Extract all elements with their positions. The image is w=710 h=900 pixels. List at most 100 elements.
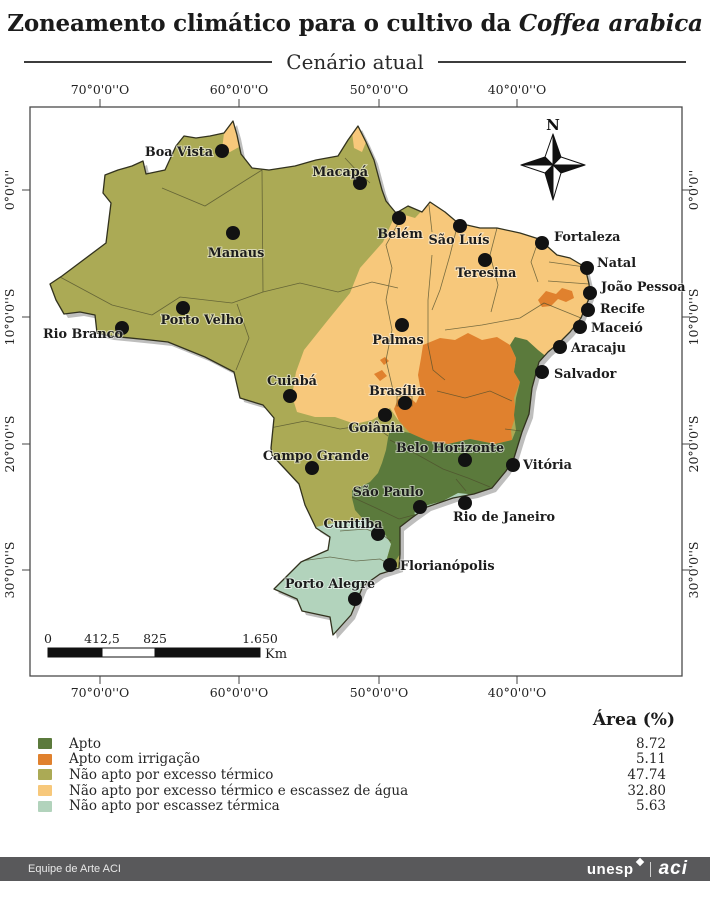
city-dot-rio-de-janeiro [458,496,472,510]
scale-tick-label: 412,5 [84,631,120,646]
city-label-rio-de-janeiro: Rio de Janeiro [453,510,555,525]
axis-label-left: 0°0'0'' [2,170,17,210]
axis-label-left: 20°0'0''S [2,416,17,473]
city-label-palmas: Palmas [372,333,423,348]
city-dot-brasilia [398,396,412,410]
axis-label-bottom: 50°0'0''O [350,685,409,700]
scale-bar: 0 412,5 825 1.650 Km [44,631,287,662]
scale-tick-label: 1.650 [242,631,278,646]
subtitle-rule-right [437,61,686,63]
city-label-maceio: Maceió [591,321,643,336]
axis-left: 0°0'0'' 10°0'0''S 20°0'0''S 30°0'0''S [2,170,30,598]
legend-label: Não apto por escassez térmica [69,798,280,815]
city-dot-fortaleza [535,236,549,250]
axis-label-right: 0°0'0'' [686,170,701,210]
city-label-cuiaba: Cuiabá [267,374,317,389]
city-label-porto-velho: Porto Velho [160,313,244,328]
axis-right: 0°0'0'' 10°0'0''S 20°0'0''S 30°0'0''S [682,170,701,598]
axis-label-top: 70°0'0''O [71,82,130,97]
legend: Apto 8.72 Apto com irrigação 5.11 Não apto p… [38,736,666,814]
legend-swatch-nao_apto_escassez_termica [38,800,52,812]
logo-divider [649,861,651,877]
legend-swatch-apto_irrigacao [38,753,52,765]
axis-label-top: 60°0'0''O [210,82,269,97]
city-label-porto-alegre: Porto Alegre [285,577,375,592]
legend-value: 47.74 [627,766,666,783]
city-dot-cuiaba [283,389,297,403]
compass-n-label: N [546,116,560,134]
city-label-natal: Natal [597,256,636,271]
title-text: Zoneamento climático para o cultivo da [7,10,519,37]
city-dot-salvador [535,365,549,379]
city-dot-palmas [395,318,409,332]
axis-label-right: 20°0'0''S [686,416,701,473]
footer-logos: unesp aci [587,857,688,880]
legend-value: 8.72 [635,735,666,752]
city-label-florianopolis: Florianópolis [400,559,495,574]
axis-label-right: 10°0'0''S [686,289,701,346]
city-dot-florianopolis [383,558,397,572]
city-dot-aracaju [553,340,567,354]
city-label-aracaju: Aracaju [570,341,626,356]
city-label-curitiba: Curitiba [323,517,382,532]
city-label-sao-luis: São Luís [429,233,490,248]
cities-layer: Boa Vista Macapá Manaus Belém São Luís Fortal… [42,144,687,606]
legend-row: Não apto por excesso térmico 47.74 [38,767,666,783]
unesp-diamond-icon [635,857,644,866]
city-label-sao-paulo: São Paulo [353,485,424,500]
city-label-boa-vista: Boa Vista [145,145,213,160]
legend-row: Não apto por escassez térmica 5.63 [38,798,666,814]
footer-bar: Equipe de Arte ACI unesp aci [0,857,710,881]
state-boundaries [59,157,590,566]
legend-swatch-nao_apto_termico [38,769,52,781]
title-species-italic: Coffea arabica [518,10,703,37]
scale-unit: Km [265,647,287,662]
city-label-rio-branco: Rio Branco [43,327,123,342]
unesp-logo: unesp [587,857,644,878]
city-dot-campo-grande [305,461,319,475]
scale-tick-label: 825 [143,631,167,646]
legend-label: Apto com irrigação [69,751,200,768]
city-label-brasilia: Brasília [369,384,425,399]
axis-label-left: 10°0'0''S [2,289,17,346]
city-label-belem: Belém [377,227,423,242]
city-dot-goiania [378,408,392,422]
footer-credit: Equipe de Arte ACI [28,863,121,875]
city-dot-joao-pessoa [583,286,597,300]
city-dot-porto-velho [176,301,190,315]
city-label-recife: Recife [600,302,645,317]
legend-row: Apto com irrigação 5.11 [38,751,666,768]
city-dot-curitiba [371,527,385,541]
city-label-joao-pessoa: João Pessoa [600,280,686,295]
city-dot-sao-luis [453,219,467,233]
city-label-salvador: Salvador [554,367,617,382]
country-outline [49,120,591,636]
legend-swatch-apto [38,738,52,750]
axis-top: 70°0'0''O 60°0'0''O 50°0'0''O 40°0'0''O [71,82,547,107]
city-dot-belo-horizonte [458,453,472,467]
city-label-vitoria: Vitória [522,458,572,473]
city-dot-recife [581,303,595,317]
legend-label: Apto [69,735,101,752]
legend-label: Não apto por excesso térmico e escassez … [69,782,409,799]
legend-value: 5.11 [635,751,666,768]
city-dot-teresina [478,253,492,267]
axis-label-top: 40°0'0''O [488,82,547,97]
city-label-goiania: Goiânia [348,421,403,436]
subtitle-row: Cenário atual [0,50,710,74]
axis-bottom: 70°0'0''O 60°0'0''O 50°0'0''O 40°0'0''O [71,676,546,700]
page-title: Zoneamento climático para o cultivo da C… [0,10,710,37]
legend-value: 5.63 [635,798,666,815]
legend-value: 32.80 [627,782,666,799]
scale-tick-label: 0 [44,631,52,646]
compass-rose: N [520,116,586,201]
axis-label-top: 50°0'0''O [350,82,409,97]
legend-swatch-nao_apto_termico_agua [38,785,52,797]
city-dot-belem [392,211,406,225]
legend-row: Apto 8.72 [38,736,666,752]
city-dot-boa-vista [215,144,229,158]
city-label-fortaleza: Fortaleza [554,230,620,245]
region-apto [50,297,548,566]
city-dot-macapa [353,176,367,190]
